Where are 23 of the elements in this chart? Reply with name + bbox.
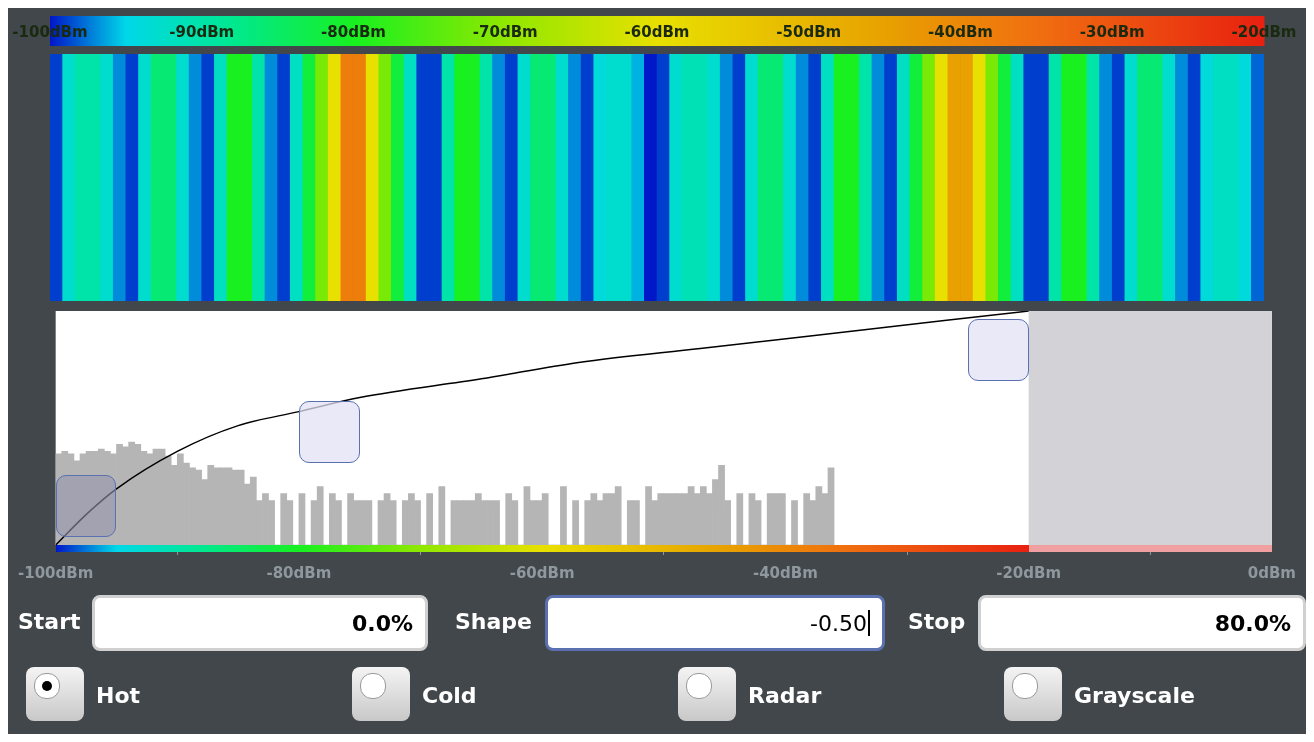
color-bar-label: -60dBm xyxy=(624,22,690,41)
x-tick-label: -20dBm xyxy=(996,563,1062,582)
color-bar-label: -40dBm xyxy=(928,22,993,41)
text: Radar xyxy=(748,683,822,708)
text: Shape xyxy=(455,609,533,634)
x-tick-label: -40dBm xyxy=(752,563,818,582)
x-tick-label: -60dBm xyxy=(509,563,575,582)
color-bar-label: -30dBm xyxy=(1079,22,1145,41)
text: 80.0% xyxy=(1214,610,1291,636)
text: Stop xyxy=(908,609,966,634)
color-bar-label: -50dBm xyxy=(776,22,842,41)
x-tick-label: 0dBm xyxy=(1247,563,1297,582)
text: Hot xyxy=(96,683,141,708)
color-bar-label: -70dBm xyxy=(472,22,538,41)
text: Grayscale xyxy=(1074,683,1195,708)
text: -0.50 xyxy=(810,610,867,636)
color-bar-label: -80dBm xyxy=(321,22,386,41)
x-tick-label: -100dBm xyxy=(18,563,94,582)
text: Cold xyxy=(422,683,477,708)
x-tick-label: -80dBm xyxy=(266,563,332,582)
text: Start xyxy=(18,609,81,634)
text: 0.0% xyxy=(351,610,413,636)
color-bar-label: -90dBm xyxy=(169,22,235,41)
